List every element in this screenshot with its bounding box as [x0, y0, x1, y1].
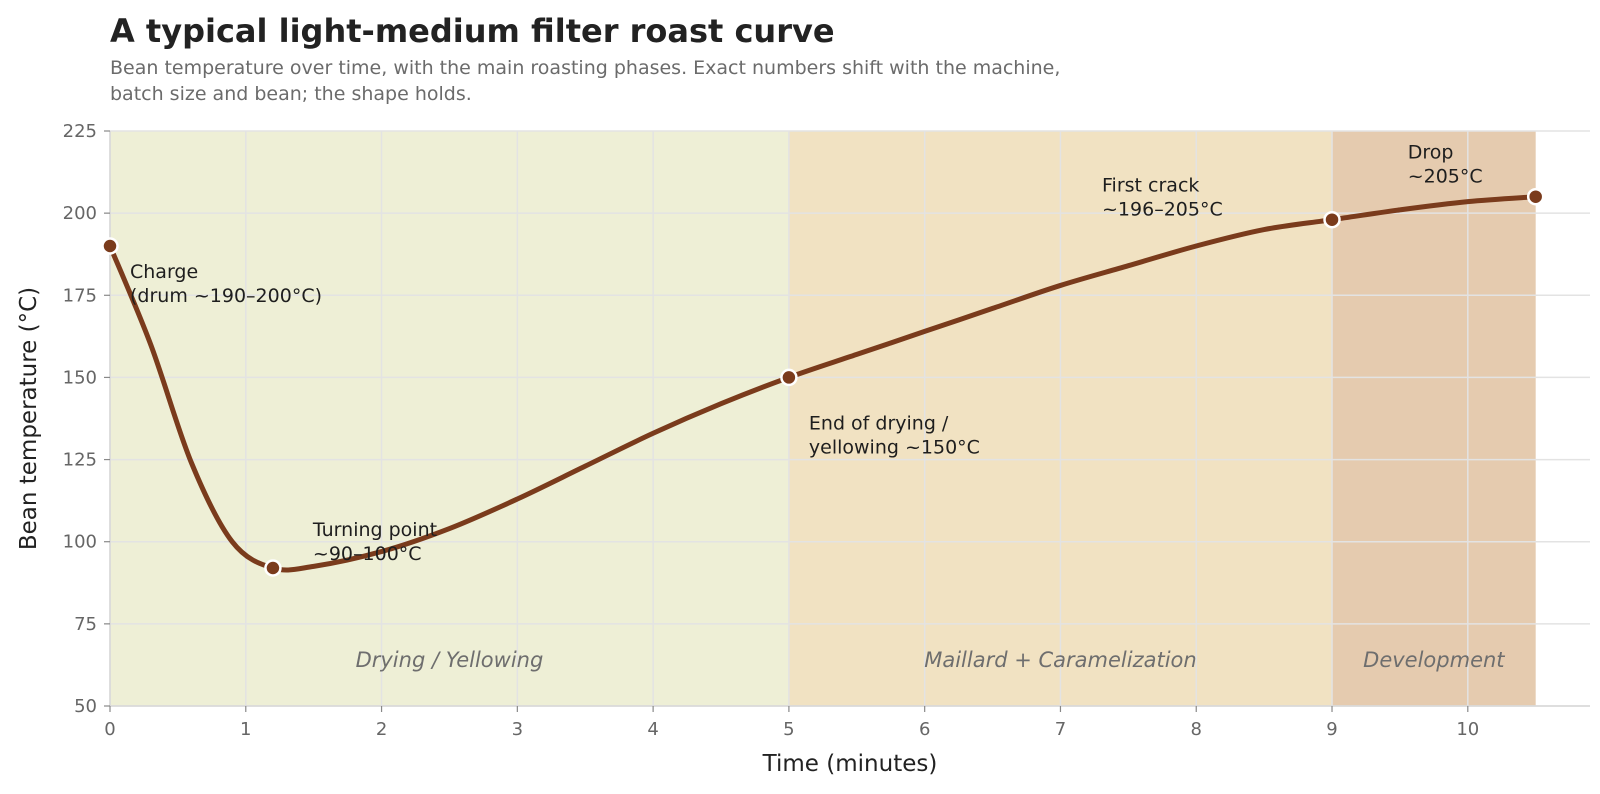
key-point-marker-4 — [1526, 187, 1545, 206]
roast-curve-line — [107, 194, 1539, 573]
key-point-marker-2 — [780, 368, 798, 387]
x-tick-label: 7 — [1055, 719, 1066, 740]
y-tick-label: 50 — [74, 696, 97, 717]
phase-label-2: Development — [1363, 648, 1505, 672]
marker-layer — [101, 187, 1545, 577]
annotation-line: yellowing ~150°C — [809, 436, 980, 458]
x-tick-label: 2 — [376, 719, 387, 740]
x-tick-label: 1 — [240, 719, 251, 740]
phase-band-2 — [1332, 131, 1536, 706]
annotation-4: Drop ~205°C — [1408, 142, 1483, 188]
annotation-line: End of drying / — [809, 412, 949, 434]
key-point-marker-1 — [264, 559, 282, 577]
x-tick-label: 10 — [1456, 719, 1479, 740]
annotation-3: First crack ~196–205°C — [1102, 175, 1223, 221]
series-layer — [107, 194, 1539, 573]
annotation-line: ~196–205°C — [1102, 199, 1223, 221]
y-tick-label: 200 — [63, 203, 97, 224]
y-tick-label: 75 — [74, 614, 97, 635]
phase-band-0 — [110, 131, 789, 706]
annotation-line: (drum ~190–200°C) — [130, 285, 322, 307]
y-tick-label: 150 — [63, 367, 97, 388]
y-tick-label: 225 — [63, 121, 97, 142]
y-axis-label: Bean temperature (°C) — [16, 287, 42, 550]
x-tick-label: 5 — [783, 719, 794, 740]
annotation-line: First crack — [1102, 175, 1199, 197]
y-tick-label: 100 — [63, 532, 97, 553]
phase-label-0: Drying / Yellowing — [356, 648, 544, 672]
phase-label-1: Maillard + Caramelization — [924, 648, 1196, 672]
key-point-marker-0 — [101, 237, 119, 255]
annotation-2: End of drying / yellowing ~150°C — [809, 412, 980, 458]
x-tick-label: 3 — [512, 719, 523, 740]
chart-title: A typical light-medium filter roast curv… — [110, 12, 835, 50]
axis-layer: 0 1 2 3 4 5 6 7 8 9 10 50 75 100 125 150 175 200 225 — [63, 121, 1590, 740]
annotation-line: Drop — [1408, 142, 1454, 164]
annotation-line: ~90–100°C — [313, 543, 422, 565]
x-tick-label: 4 — [647, 719, 658, 740]
annotation-1: Turning point ~90–100°C — [312, 519, 437, 565]
annotation-0: Charge (drum ~190–200°C) — [130, 261, 322, 307]
label-layer: Drying / Yellowing Maillard + Caramelizat… — [130, 142, 1505, 672]
x-tick-label: 9 — [1326, 719, 1337, 740]
annotation-line: ~205°C — [1408, 166, 1483, 188]
annotation-line: Charge — [130, 261, 198, 283]
x-tick-label: 8 — [1191, 719, 1202, 740]
x-tick-label: 0 — [104, 719, 115, 740]
key-point-marker-3 — [1323, 210, 1341, 229]
chart-subtitle: Bean temperature over time, with the mai… — [110, 57, 1061, 105]
y-tick-label: 175 — [63, 285, 97, 306]
x-axis-label: Time (minutes) — [762, 751, 938, 777]
y-tick-label: 125 — [63, 450, 97, 471]
annotation-line: Turning point — [312, 519, 437, 541]
x-tick-label: 6 — [919, 719, 930, 740]
